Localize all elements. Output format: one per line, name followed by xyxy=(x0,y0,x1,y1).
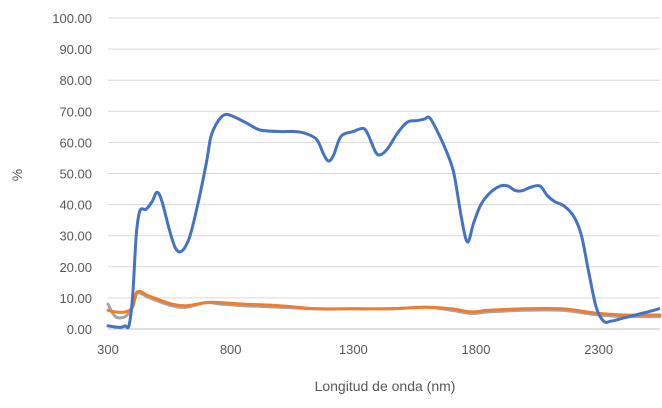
x-tick-label: 300 xyxy=(97,342,119,357)
gridlines xyxy=(108,17,660,330)
y-tick-label: 10.00 xyxy=(59,291,92,306)
y-tick-label: 60.00 xyxy=(59,135,92,150)
data-series xyxy=(106,112,662,330)
y-axis-title: % xyxy=(9,169,25,181)
y-tick-label: 80.00 xyxy=(59,73,92,88)
x-tick-label: 1300 xyxy=(339,342,368,357)
x-tick-label: 1800 xyxy=(462,342,491,357)
series-line xyxy=(106,289,662,317)
y-tick-label: 70.00 xyxy=(59,104,92,119)
y-tick-label: 40.00 xyxy=(59,198,92,213)
series-line xyxy=(106,112,661,330)
x-tick-label: 800 xyxy=(220,342,242,357)
x-axis-title: Longitud de onda (nm) xyxy=(315,378,456,394)
y-tick-label: 20.00 xyxy=(59,260,92,275)
y-tick-label: 30.00 xyxy=(59,229,92,244)
y-tick-label: 100.00 xyxy=(52,11,92,26)
x-tick-labels: 300 800 1300 1800 2300 xyxy=(97,342,613,357)
y-tick-label: 50.00 xyxy=(59,167,92,182)
y-tick-label: 90.00 xyxy=(59,42,92,57)
y-tick-label: 0.00 xyxy=(67,322,92,337)
x-tick-label: 2300 xyxy=(584,342,613,357)
y-tick-labels: 0.00 10.00 20.00 30.00 40.00 50.00 60.00 70.00 8… xyxy=(52,11,92,337)
